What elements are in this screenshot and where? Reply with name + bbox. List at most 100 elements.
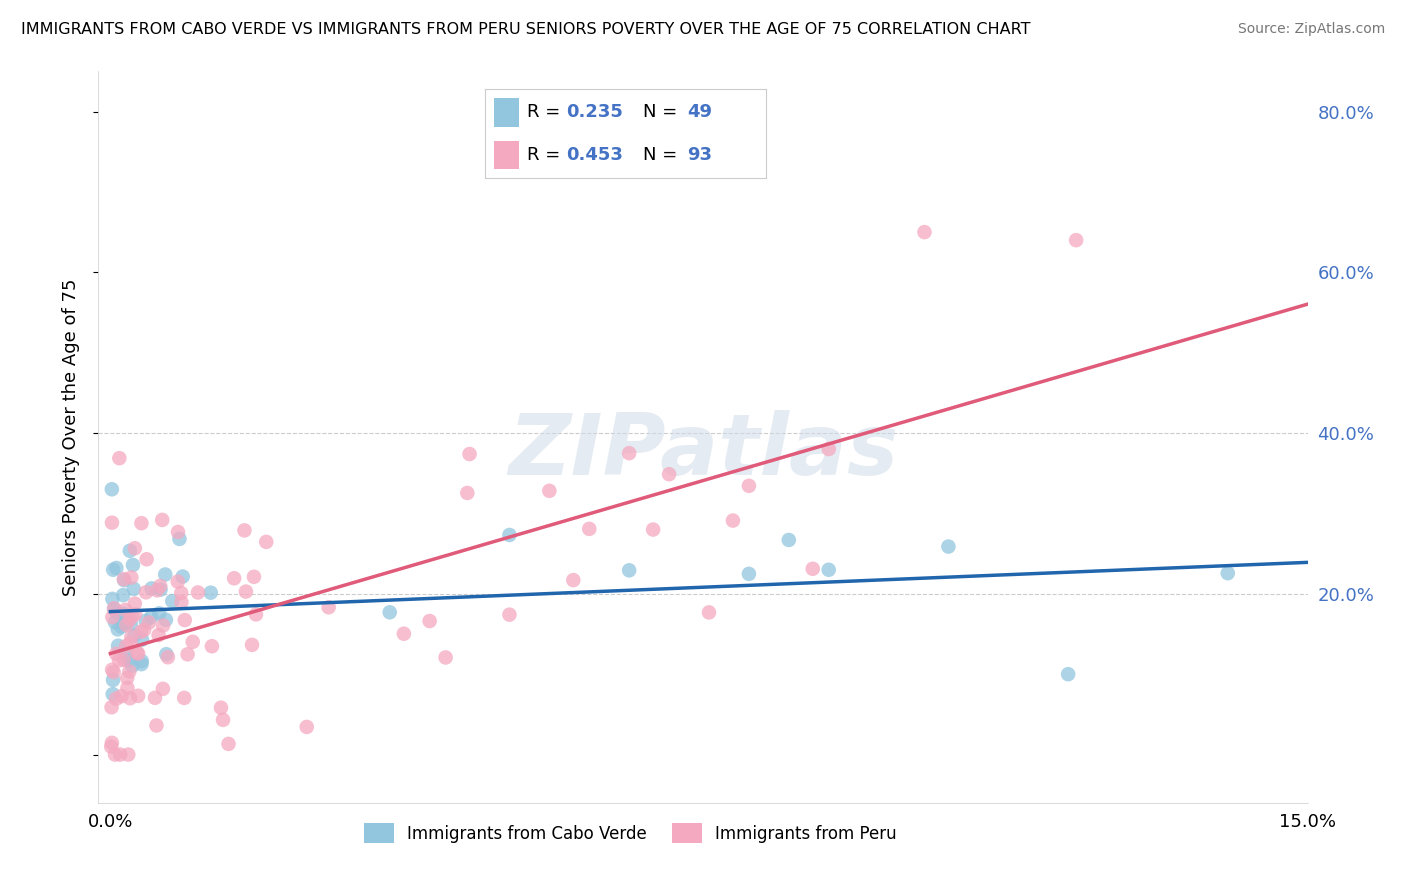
Point	[107, 623, 129, 637]
Point	[173, 613, 195, 627]
Y-axis label: Seniors Poverty Over the Age of 75: Seniors Poverty Over the Age of 75	[62, 278, 80, 596]
Point	[152, 618, 174, 632]
Point	[120, 616, 142, 631]
Point	[117, 747, 139, 762]
Point	[538, 483, 561, 498]
Point	[643, 523, 665, 537]
Point	[155, 567, 177, 582]
Point	[209, 700, 232, 714]
Point	[498, 528, 520, 542]
Point	[143, 690, 166, 705]
Point	[115, 639, 138, 653]
Point	[118, 665, 141, 679]
Point	[124, 597, 146, 611]
Point	[110, 620, 132, 634]
Point	[149, 582, 172, 597]
Point	[173, 690, 195, 705]
Point	[162, 594, 184, 608]
Point	[108, 653, 131, 667]
Point	[145, 718, 167, 732]
Point	[129, 624, 152, 639]
Point	[108, 451, 131, 466]
Point	[112, 607, 135, 621]
Point	[141, 610, 163, 624]
Point	[117, 614, 139, 628]
Point	[149, 579, 172, 593]
Point	[817, 442, 839, 456]
Point	[155, 647, 177, 661]
Point	[658, 467, 681, 482]
Point	[124, 607, 146, 622]
Point	[135, 585, 157, 599]
Point	[138, 615, 160, 630]
Point	[100, 739, 122, 754]
Point	[721, 514, 744, 528]
Point	[148, 607, 170, 621]
Point	[176, 648, 198, 662]
Point	[172, 569, 194, 583]
Text: 0.453: 0.453	[567, 146, 623, 164]
Point	[121, 658, 143, 673]
Point	[141, 582, 163, 596]
Point	[201, 639, 224, 653]
Point	[181, 635, 204, 649]
Point	[115, 648, 138, 663]
Point	[617, 563, 640, 577]
Point	[131, 632, 153, 647]
Point	[105, 561, 128, 575]
Point	[738, 566, 761, 581]
Text: Source: ZipAtlas.com: Source: ZipAtlas.com	[1237, 22, 1385, 37]
Point	[117, 653, 139, 667]
Point	[118, 612, 141, 626]
Point	[101, 516, 124, 530]
Point	[187, 585, 209, 599]
Bar	[494, 141, 519, 169]
Point	[419, 614, 441, 628]
Point	[124, 541, 146, 556]
Point	[1216, 566, 1239, 581]
Point	[101, 673, 124, 687]
Point	[458, 447, 481, 461]
Point	[148, 628, 170, 642]
Point	[135, 552, 157, 566]
Point	[212, 713, 235, 727]
Legend: Immigrants from Cabo Verde, Immigrants from Peru: Immigrants from Cabo Verde, Immigrants f…	[357, 817, 904, 849]
Point	[118, 691, 141, 706]
Point	[169, 532, 191, 546]
Point	[112, 653, 135, 667]
Point	[434, 650, 457, 665]
Point	[938, 540, 960, 554]
Point	[103, 665, 125, 680]
Point	[127, 647, 149, 661]
Point	[105, 647, 128, 661]
Point	[295, 720, 318, 734]
Point	[156, 650, 179, 665]
Point	[101, 482, 124, 496]
Point	[105, 691, 128, 706]
Point	[155, 613, 177, 627]
Point	[738, 479, 761, 493]
Point	[131, 657, 153, 672]
Point	[562, 573, 585, 587]
Point	[122, 558, 145, 572]
Point	[100, 700, 122, 714]
Point	[120, 636, 142, 650]
Text: R =: R =	[527, 146, 567, 164]
Point	[170, 586, 193, 600]
Point	[235, 584, 257, 599]
Point	[101, 610, 124, 624]
Point	[110, 689, 132, 703]
Point	[125, 646, 148, 660]
Point	[104, 615, 127, 630]
Point	[112, 588, 135, 602]
Point	[778, 533, 800, 547]
Point	[914, 225, 936, 239]
Point	[114, 603, 136, 617]
Point	[254, 534, 277, 549]
Text: 0.235: 0.235	[567, 103, 623, 121]
Point	[112, 573, 135, 587]
Point	[115, 618, 138, 632]
Text: ZIPatlas: ZIPatlas	[508, 410, 898, 493]
Point	[1064, 233, 1087, 247]
Point	[233, 524, 256, 538]
